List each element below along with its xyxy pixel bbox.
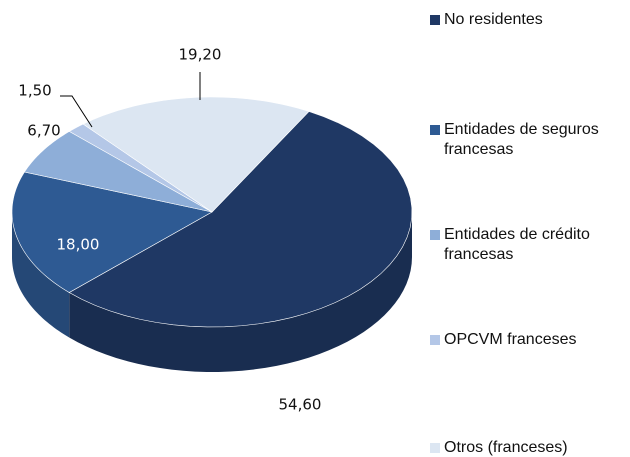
pie-slice [68, 111, 413, 328]
legend-item: Entidades de seguros francesas [430, 120, 625, 160]
data-label: 18,00 [57, 236, 100, 254]
leader-line [60, 95, 93, 128]
legend-item: Entidades de crédito francesas [430, 225, 625, 265]
data-label: 6,70 [27, 122, 60, 140]
pie-slice [82, 96, 310, 213]
legend-item: Otros (franceses) [430, 438, 625, 457]
legend-item: OPCVM franceses [430, 330, 625, 350]
legend-swatch [430, 230, 440, 240]
legend-label: Entidades de seguros francesas [444, 121, 599, 158]
data-label: 1,50 [18, 82, 51, 100]
legend-label: No residentes [444, 11, 543, 28]
data-label: 54,60 [279, 396, 322, 414]
pie-slice [24, 131, 213, 213]
pie-slice-side [69, 212, 413, 372]
pie-sides [12, 212, 413, 372]
data-label: 19,20 [179, 46, 222, 64]
pie-tops [11, 96, 413, 328]
legend: No residentes Entidades de seguros france… [430, 0, 630, 457]
legend-item: No residentes [430, 10, 625, 30]
pie-slice [11, 171, 213, 293]
legend-label: Entidades de crédito francesas [444, 226, 590, 263]
pie-slice [68, 123, 213, 213]
legend-swatch [430, 125, 440, 135]
pie-slice-side [12, 212, 70, 338]
legend-swatch [430, 15, 440, 25]
legend-swatch [430, 335, 440, 345]
legend-swatch [430, 443, 440, 453]
pie-area: 54,60 18,00 6,70 1,50 19,20 [11, 46, 413, 414]
legend-label: Otros (franceses) [444, 439, 568, 456]
legend-label: OPCVM franceses [444, 331, 577, 348]
